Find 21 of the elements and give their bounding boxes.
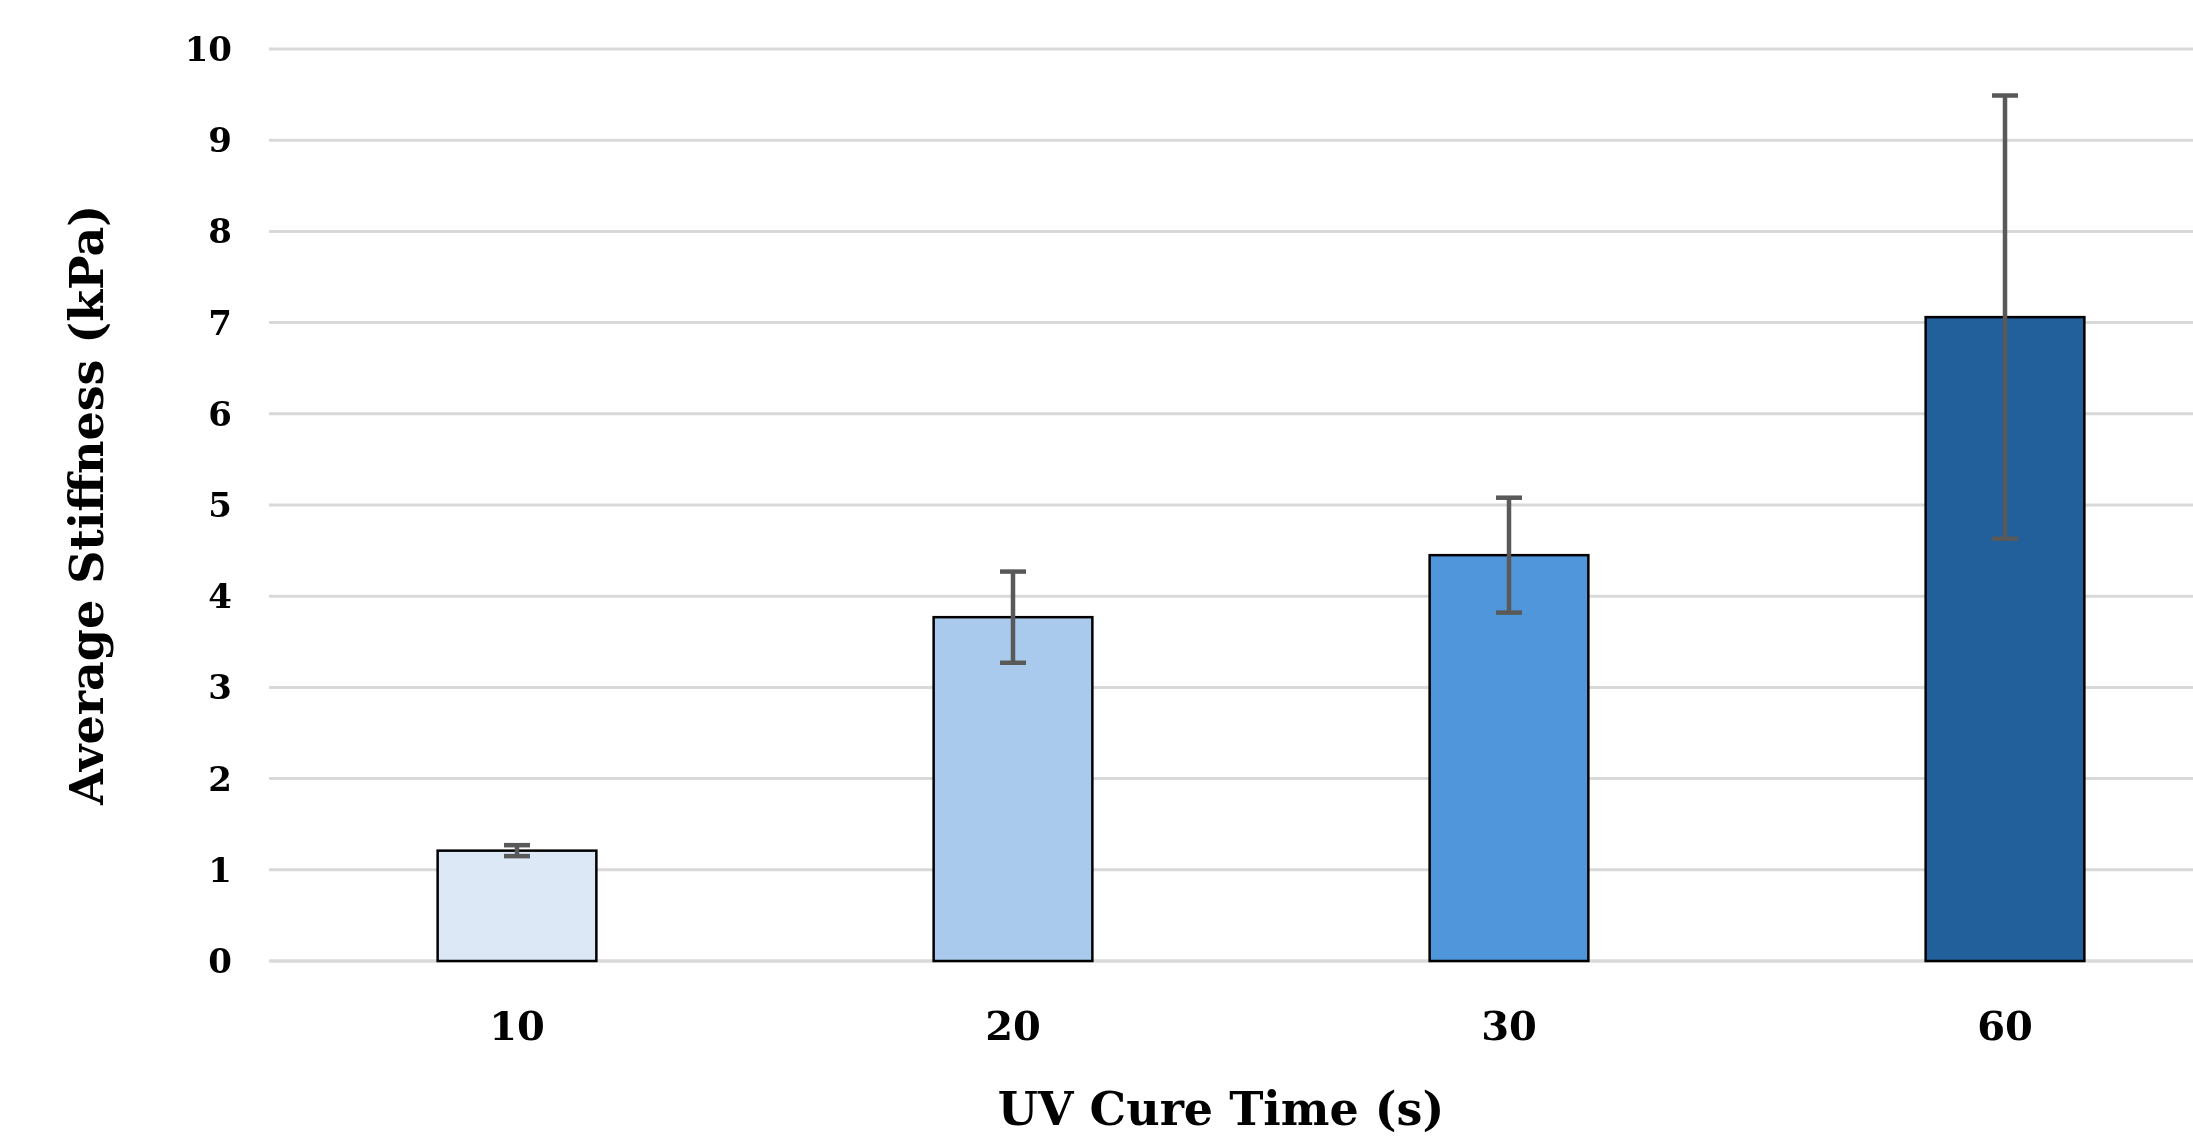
bar [1428,553,1590,963]
y-axis-title: Average Stiffness (kPa) [60,204,115,807]
bar [436,849,598,963]
y-tick-label: 7 [208,302,232,343]
y-tick-label: 1 [208,849,232,890]
x-tick-label: 30 [1481,1002,1537,1049]
y-tick-label: 6 [208,393,232,434]
x-tick-label: 60 [1977,1002,2033,1049]
x-axis-title: UV Cure Time (s) [997,1082,1445,1137]
y-tick-label: 0 [208,940,232,981]
y-tick-label: 5 [208,484,232,525]
y-tick-label: 10 [184,28,232,69]
y-tick-label: 3 [208,667,232,708]
bar [1924,315,2086,963]
bar [932,615,1094,963]
y-tick-label: 8 [208,211,232,252]
y-tick-label: 4 [208,576,232,617]
y-tick-label: 2 [208,758,232,799]
x-tick-label: 20 [985,1002,1041,1049]
y-tick-label: 9 [208,120,232,161]
x-tick-label: 10 [489,1002,545,1049]
